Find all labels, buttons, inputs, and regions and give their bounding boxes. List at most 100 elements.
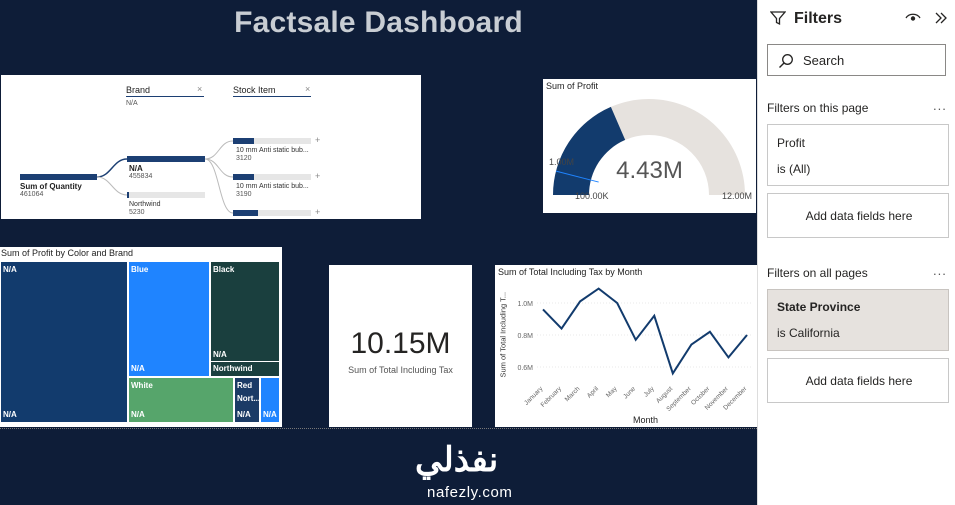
state-filter-value: is California xyxy=(777,326,840,340)
brand-bar-northwind[interactable] xyxy=(127,192,205,198)
state-filter-name: State Province xyxy=(777,300,861,314)
page-filters-heading: Filters on this page xyxy=(767,101,869,115)
stock-bar-2[interactable] xyxy=(233,174,311,180)
report-canvas: Factsale Dashboard Brand × N/A Stock Ite… xyxy=(0,6,757,501)
x-tick-label: June xyxy=(622,385,637,400)
gauge-value: 4.43M xyxy=(616,157,683,184)
filter-icon xyxy=(770,11,786,26)
x-axis-label: Month xyxy=(633,415,659,425)
filters-header: Filters xyxy=(794,10,843,27)
y-tick-label: 0.6M xyxy=(517,365,533,372)
treemap-cell-label: N/A xyxy=(263,410,277,419)
collapse-icon[interactable] xyxy=(934,11,948,25)
treemap-cell-label: N/A xyxy=(213,350,227,359)
x-tick-label: April xyxy=(586,385,601,400)
series-line xyxy=(542,287,748,376)
treemap-title: Sum of Profit by Color and Brand xyxy=(1,248,134,258)
profit-filter-card[interactable]: Profit is (All) xyxy=(767,124,949,186)
page-divider xyxy=(0,428,757,429)
treemap-cell-label: Northwind xyxy=(213,364,253,373)
brand-close-icon[interactable]: × xyxy=(197,84,203,94)
stock-value-2: 3190 xyxy=(236,191,252,198)
x-tick-label: May xyxy=(605,385,619,399)
stock-item-header: Stock Item xyxy=(233,85,311,97)
search-icon xyxy=(779,54,793,68)
gauge-min-label: 100.00K xyxy=(575,191,609,201)
profit-filter-name: Profit xyxy=(777,136,806,150)
stock-bar-3[interactable] xyxy=(233,210,311,216)
line-chart[interactable]: Sum of Total Including Tax by Month 1.0M… xyxy=(495,265,757,427)
brand-bar-na[interactable] xyxy=(127,156,205,162)
treemap-cell-label: N/A xyxy=(237,410,251,419)
kpi-label: Sum of Total Including Tax xyxy=(348,365,453,375)
x-tick-label: February xyxy=(540,385,564,409)
treemap-cell-label: N/A xyxy=(131,364,145,373)
gauge-title: Sum of Profit xyxy=(546,81,599,91)
add-fields-all[interactable]: Add data fields here xyxy=(767,358,949,403)
brand-label-northwind: Northwind xyxy=(129,201,161,208)
watermark-arabic: نفذلي xyxy=(415,441,499,479)
brand-label-na: N/A xyxy=(129,164,143,173)
y-tick-label: 1.0M xyxy=(517,301,533,308)
brand-header: Brand xyxy=(126,85,204,97)
all-filters-more-icon[interactable]: ... xyxy=(933,263,947,278)
stock-bar-1[interactable] xyxy=(233,138,311,144)
add-fields-page[interactable]: Add data fields here xyxy=(767,193,949,238)
root-label: Sum of Quantity xyxy=(20,182,82,191)
treemap-cell-label: N/A xyxy=(131,410,145,419)
treemap-cell-label: White xyxy=(131,381,153,390)
treemap-cell-label: Blue xyxy=(131,265,149,274)
stock-label-2: 10 mm Anti static bub... xyxy=(236,183,309,190)
treemap-cell[interactable]: White N/A xyxy=(128,377,234,423)
treemap-cell-label: Black xyxy=(213,265,235,274)
gauge-target-label: 1.00M xyxy=(549,157,575,167)
root-bar[interactable] xyxy=(20,174,97,180)
eye-icon[interactable] xyxy=(905,11,921,25)
add-fields-label: Add data fields here xyxy=(805,209,913,223)
search-box[interactable]: Search xyxy=(767,44,946,76)
root-value: 461064 xyxy=(20,191,44,198)
gauge-max-label: 12.00M xyxy=(722,191,753,201)
all-filters-heading: Filters on all pages xyxy=(767,266,868,280)
treemap-cell-label: Nort... xyxy=(237,394,261,403)
stock-value-1: 3120 xyxy=(236,155,252,162)
expand-icon[interactable]: + xyxy=(315,207,321,217)
x-tick-label: March xyxy=(564,385,582,403)
stock-label-1: 10 mm Anti static bub... xyxy=(236,147,309,154)
kpi-value: 10.15M xyxy=(350,327,451,360)
decomposition-tree[interactable]: Brand × N/A Stock Item × Sum of Quantity… xyxy=(1,75,421,219)
kpi-card[interactable]: 10.15M Sum of Total Including Tax xyxy=(329,265,472,427)
y-tick-label: 0.8M xyxy=(517,333,533,340)
connector-lines xyxy=(96,140,234,214)
profit-filter-value: is (All) xyxy=(777,162,811,176)
stock-close-icon[interactable]: × xyxy=(305,84,311,94)
page-filters-more-icon[interactable]: ... xyxy=(933,98,947,113)
treemap-cell[interactable]: N/A N/A xyxy=(0,261,128,423)
add-fields-label: Add data fields here xyxy=(805,374,913,388)
expand-icon[interactable]: + xyxy=(315,135,321,145)
brand-sub: N/A xyxy=(126,100,138,107)
gauge-arc xyxy=(553,99,745,195)
brand-value-northwind: 5230 xyxy=(129,209,145,216)
brand-value-na: 455834 xyxy=(129,173,153,180)
treemap-cell[interactable]: N/A xyxy=(260,377,280,423)
y-axis-label: Sum of Total Including T... xyxy=(498,291,508,378)
x-tick-label: July xyxy=(643,385,657,399)
search-placeholder: Search xyxy=(803,53,845,68)
treemap-area: N/A N/A Blue N/A Black N/A Northwind White N/A Re… xyxy=(0,261,282,427)
expand-icon[interactable]: + xyxy=(315,171,321,181)
watermark-latin: nafezly.com xyxy=(427,484,513,501)
treemap-cell[interactable]: Red Nort... N/A xyxy=(234,377,260,423)
treemap-cell[interactable]: Black N/A Northwind xyxy=(210,261,280,377)
treemap-cell-label: Red xyxy=(237,381,253,390)
profit-gauge[interactable]: Sum of Profit 4.43M 1.00M 100.00K 12.00M xyxy=(543,79,756,213)
page-title: Factsale Dashboard xyxy=(234,6,523,39)
treemap-cell[interactable]: Blue N/A xyxy=(128,261,210,377)
treemap-cell-label: N/A xyxy=(3,410,17,419)
state-province-filter-card[interactable]: State Province is California xyxy=(767,289,949,351)
line-chart-title: Sum of Total Including Tax by Month xyxy=(498,267,643,277)
treemap-chart[interactable]: Sum of Profit by Color and Brand N/A N/A B… xyxy=(0,247,282,427)
filters-pane: Filters Search Filters on this page ... … xyxy=(757,0,955,505)
treemap-cell-label: N/A xyxy=(3,265,17,274)
